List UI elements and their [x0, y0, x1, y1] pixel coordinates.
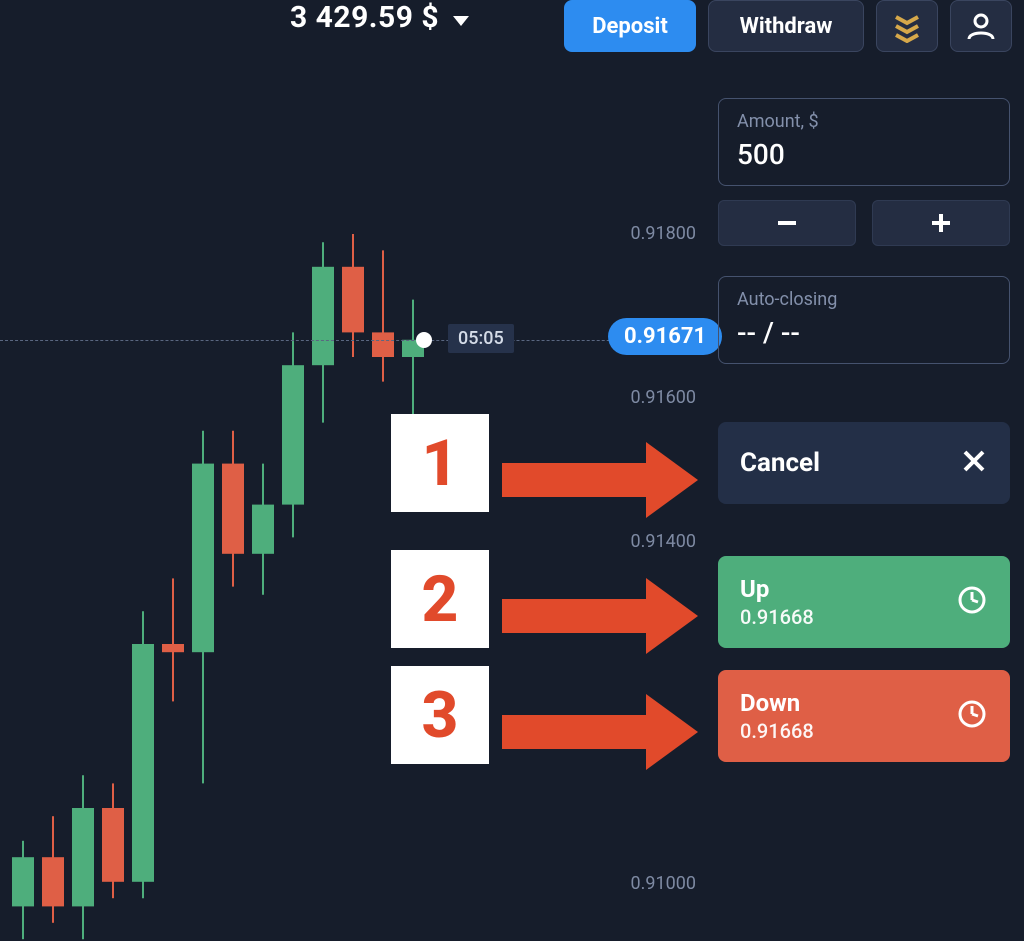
y-axis-label: 0.91400: [616, 531, 696, 552]
down-price: 0.91668: [740, 719, 814, 743]
annotation-callout: 3: [391, 666, 489, 764]
autoclose-label: Auto-closing: [737, 289, 991, 310]
chart-canvas: [0, 170, 700, 930]
minus-icon: [774, 210, 800, 236]
current-price-line: [0, 340, 700, 341]
amount-increase-button[interactable]: [872, 200, 1010, 246]
up-label: Up: [740, 575, 814, 603]
current-price-text: 0.91671: [624, 324, 706, 349]
annotation-callout: 1: [391, 414, 489, 512]
y-axis-label: 0.91000: [616, 873, 696, 894]
clock-icon: [956, 584, 988, 620]
buy-up-button[interactable]: Up 0.91668: [718, 556, 1010, 648]
time-text: 05:05: [458, 328, 504, 349]
amount-stepper: [718, 200, 1010, 246]
balance-value: 3 429.59 $: [290, 0, 439, 35]
autoclose-value: -- / --: [737, 316, 991, 349]
autoclose-field[interactable]: Auto-closing -- / --: [718, 276, 1010, 364]
annotation-callout: 2: [391, 550, 489, 648]
annotation-number: 2: [422, 562, 459, 637]
up-text: Up 0.91668: [740, 575, 814, 629]
deposit-label: Deposit: [592, 14, 668, 39]
deposit-button[interactable]: Deposit: [564, 0, 696, 52]
amount-decrease-button[interactable]: [718, 200, 856, 246]
annotation-arrow: [502, 599, 654, 633]
account-balance[interactable]: 3 429.59 $: [290, 0, 469, 35]
annotation-arrow: [502, 715, 654, 749]
annotation-number: 3: [422, 678, 459, 753]
header: 3 429.59 $ Deposit Withdraw: [0, 0, 1024, 58]
amount-label: Amount, $: [737, 111, 991, 132]
rank-chevrons-icon: [892, 9, 922, 43]
profile-button[interactable]: [950, 0, 1012, 52]
clock-icon: [956, 698, 988, 734]
amount-field[interactable]: Amount, $ 500: [718, 98, 1010, 186]
annotation-number: 1: [422, 426, 459, 501]
cancel-button[interactable]: Cancel: [718, 422, 1010, 504]
cancel-label: Cancel: [740, 448, 820, 478]
close-icon: [960, 447, 988, 479]
amount-value: 500: [737, 138, 991, 171]
down-label: Down: [740, 689, 814, 717]
withdraw-button[interactable]: Withdraw: [708, 0, 864, 52]
person-icon: [966, 11, 996, 41]
chevron-down-icon: [453, 16, 469, 26]
y-axis-label: 0.91600: [616, 387, 696, 408]
current-price-pill: 0.91671: [608, 318, 722, 355]
annotation-arrow: [502, 463, 654, 497]
candlestick-chart[interactable]: [0, 170, 700, 930]
up-price: 0.91668: [740, 605, 814, 629]
y-axis-label: 0.91800: [616, 223, 696, 244]
chart-time-label: 05:05: [448, 324, 514, 353]
plus-icon: [928, 210, 954, 236]
rank-button[interactable]: [876, 0, 938, 52]
trade-panel: Amount, $ 500 Auto-closing -- / --: [718, 98, 1010, 378]
down-text: Down 0.91668: [740, 689, 814, 743]
buy-down-button[interactable]: Down 0.91668: [718, 670, 1010, 762]
withdraw-label: Withdraw: [740, 14, 833, 39]
